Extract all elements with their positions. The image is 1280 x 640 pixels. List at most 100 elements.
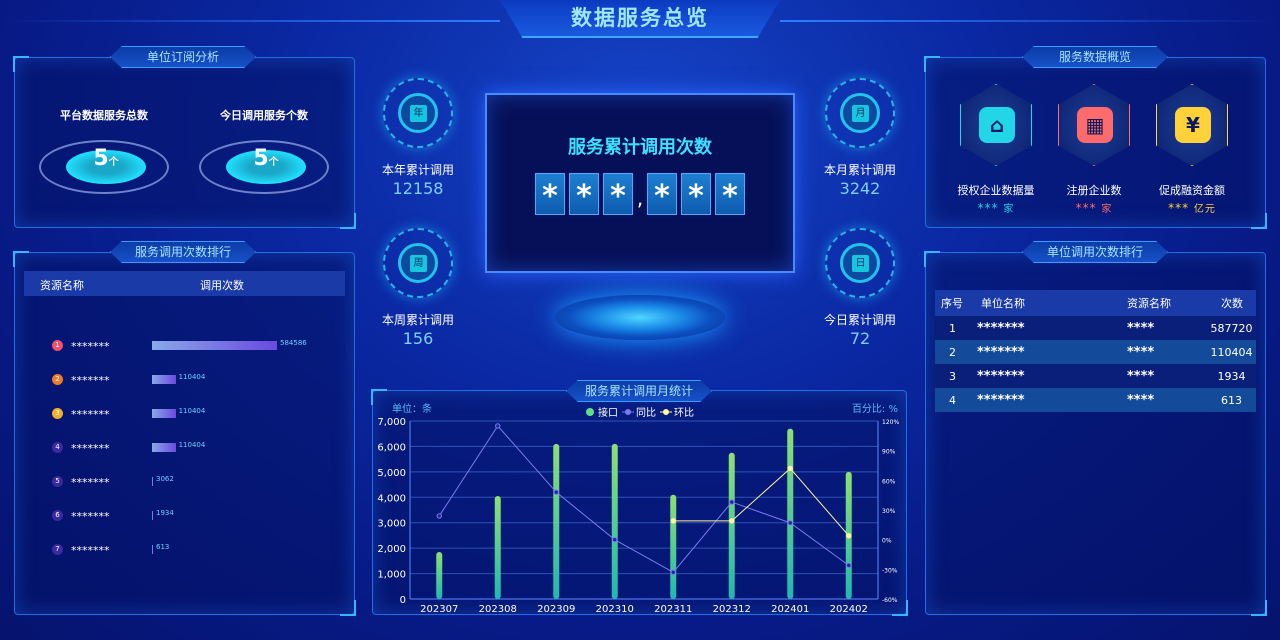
- rank-badge: 2: [52, 374, 63, 385]
- row-count: 110404: [1201, 340, 1256, 364]
- service-total-disc: 5个: [39, 140, 169, 194]
- point-同比-202401: [787, 520, 793, 526]
- point-环比-202402: [846, 533, 852, 539]
- yuan-coin-icon: ¥: [1175, 107, 1211, 143]
- subscription-title: 单位订阅分析: [110, 46, 256, 68]
- digit-box: *: [681, 173, 711, 215]
- digit-box: *: [647, 173, 677, 215]
- rank-badge: 1: [52, 340, 63, 351]
- row-unit: *******: [971, 364, 1121, 388]
- rank-value: 110404: [178, 373, 206, 381]
- stat-value: 72: [849, 329, 871, 348]
- point-同比-202310: [612, 536, 618, 543]
- digit-box: *: [715, 173, 745, 215]
- row-resource: ****: [1121, 340, 1201, 364]
- total-calls-display: 服务累计调用次数 * * *, * * *: [485, 93, 795, 273]
- y-tick-label: 7,000: [377, 417, 406, 428]
- legend-marker: [625, 409, 631, 415]
- house-check-icon: ⌂: [979, 107, 1015, 143]
- rank-value: 3062: [156, 475, 174, 483]
- rank-badge: 6: [52, 510, 63, 521]
- calendar-icon: 日: [852, 255, 869, 272]
- rank-bar: [152, 443, 176, 452]
- rank-resource-name: *******: [71, 442, 110, 455]
- unit-rank-title: 单位调用次数排行: [1022, 241, 1168, 263]
- x-tick-label: 202401: [771, 604, 809, 615]
- stat-label: 本年累计调用: [381, 163, 454, 177]
- rank-bar: [152, 511, 153, 520]
- legend-marker: [663, 409, 669, 415]
- unit-rank-table: 序号 单位名称 资源名称 次数 1 ******* **** 587720 2 …: [935, 290, 1256, 412]
- service-rank-title: 服务调用次数排行: [110, 241, 256, 263]
- rank-badge: 5: [52, 476, 63, 487]
- y2-tick-label: -60%: [882, 597, 898, 604]
- calendar-icon: 月: [852, 105, 869, 122]
- bar-接口-202401: [787, 428, 794, 599]
- legend-label[interactable]: 环比: [674, 407, 694, 419]
- y-tick-label: 5,000: [377, 468, 406, 479]
- total-calls-title: 服务累计调用次数: [568, 137, 712, 158]
- rank-badge: 4: [52, 442, 63, 453]
- calendar-icon: 周: [410, 255, 427, 272]
- left-unit-label: 单位：条: [392, 402, 432, 415]
- bar-接口-202312: [728, 452, 735, 599]
- today-service-label: 今日调用服务个数: [220, 109, 308, 122]
- rank-resource-name: *******: [71, 510, 110, 523]
- table-row: 1 ******* **** 587720: [935, 316, 1256, 340]
- col-index: 序号: [935, 290, 971, 316]
- total-calls-digits: * * *, * * *: [487, 173, 793, 223]
- rank-badge: 7: [52, 544, 63, 555]
- digit-box: *: [569, 173, 599, 215]
- overview-label: 促成融资金额: [1159, 184, 1225, 197]
- rank-bar: [152, 341, 277, 350]
- stat-value: 3242: [839, 179, 881, 198]
- stat-ring-icon: 周: [383, 228, 453, 298]
- y-tick-label: 6,000: [377, 442, 406, 453]
- rank-resource-name: *******: [71, 408, 110, 421]
- y-tick-label: 2,000: [377, 544, 406, 555]
- bar-接口-202308: [494, 496, 501, 599]
- bar-接口-202310: [611, 443, 618, 599]
- x-tick-label: 202308: [479, 604, 517, 615]
- rank-resource-name: *******: [71, 374, 110, 387]
- rank-resource-name: *******: [71, 340, 110, 353]
- row-resource: ****: [1121, 388, 1201, 412]
- rank-value: 1934: [156, 509, 174, 517]
- y-tick-label: 3,000: [377, 519, 406, 530]
- row-count: 613: [1201, 388, 1256, 412]
- col-count: 次数: [1201, 290, 1256, 316]
- y2-tick-label: 90%: [882, 449, 896, 456]
- service-total-value: 5: [93, 146, 109, 171]
- rank-value: 110404: [178, 407, 206, 415]
- point-环比-202312: [729, 518, 735, 524]
- digit-box: *: [535, 173, 565, 215]
- stat-ring-icon: 月: [825, 78, 895, 148]
- point-同比-202307: [436, 513, 442, 519]
- table-row: 3 ******* **** 1934: [935, 364, 1256, 388]
- overview-unit: 家: [1003, 204, 1015, 215]
- legend-label[interactable]: 同比: [636, 407, 656, 419]
- row-index: 2: [935, 340, 971, 364]
- legend-label[interactable]: 接口: [598, 406, 618, 419]
- overview-unit: 家: [1101, 204, 1113, 215]
- header-line-right: [780, 20, 1280, 22]
- stat-label: 本周累计调用: [381, 313, 454, 327]
- rank-bar: [152, 409, 176, 418]
- today-service-disc: 5个: [199, 140, 329, 194]
- stat-label: 本月累计调用: [823, 163, 896, 177]
- point-同比-202311: [670, 569, 676, 576]
- col-resource: 资源名称: [1121, 290, 1201, 316]
- bar-接口-202309: [553, 443, 560, 599]
- point-同比-202312: [729, 499, 735, 505]
- y2-tick-label: 60%: [882, 478, 896, 485]
- service-rank-panel: [13, 251, 356, 616]
- rank-bar: [152, 375, 176, 384]
- right-unit-label: 百分比: %: [852, 403, 898, 415]
- row-unit: *******: [971, 340, 1121, 364]
- row-count: 1934: [1201, 364, 1256, 388]
- overview-unit: 亿元: [1193, 204, 1216, 215]
- x-tick-label: 202312: [713, 604, 751, 615]
- row-resource: ****: [1121, 316, 1201, 340]
- overview-label: 授权企业数据量: [957, 184, 1035, 197]
- rank-bar: [152, 545, 153, 554]
